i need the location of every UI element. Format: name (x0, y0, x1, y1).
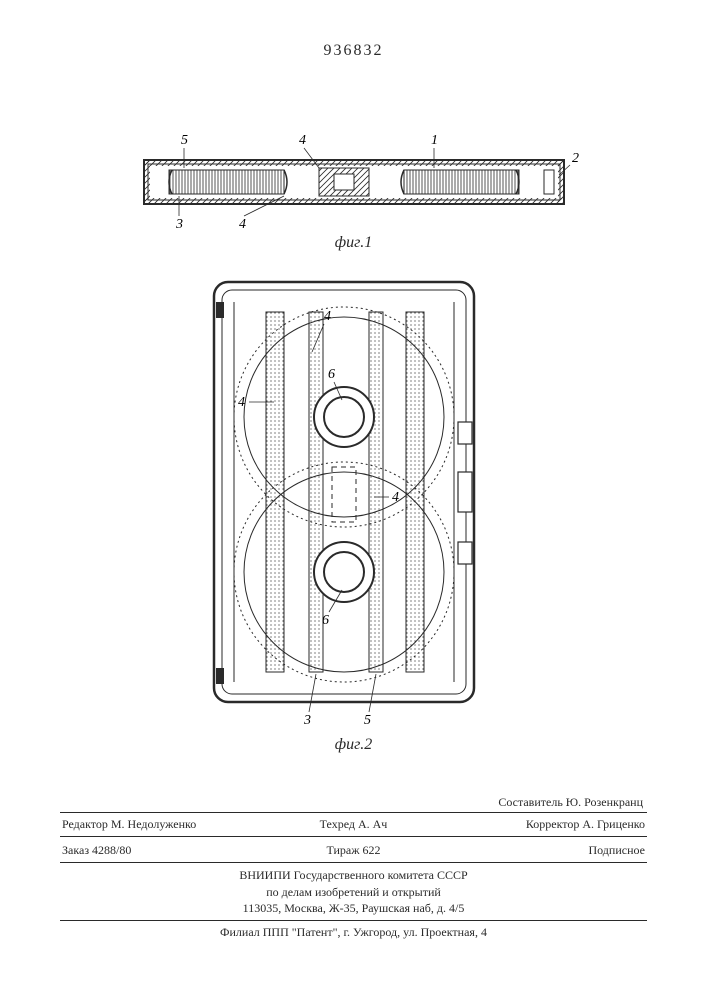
figure-1: 5 4 1 2 3 4 (124, 120, 584, 230)
figure-2-wrapper: 4 4 6 4 6 3 5 фиг.2 (60, 272, 647, 754)
patent-number: 936832 (60, 42, 647, 60)
figure-2: 4 4 6 4 6 3 5 (194, 272, 514, 732)
callout-f2-4a: 4 (324, 309, 331, 324)
organisation-block: ВНИИПИ Государственного комитета СССР по… (60, 863, 647, 921)
callout-f1-2: 2 (572, 151, 579, 166)
callout-f2-5: 5 (364, 713, 371, 728)
techred: Техред А. Ач (268, 817, 439, 832)
callout-f1-3: 3 (175, 217, 183, 230)
figure-2-label: фиг.2 (60, 736, 647, 754)
corrector: Корректор А. Гриценко (439, 817, 645, 832)
callout-f2-3: 3 (303, 713, 311, 728)
org-line-2: по делам изобретений и открытий (60, 884, 647, 900)
callout-f2-4c: 4 (392, 490, 399, 505)
callout-f2-6a: 6 (328, 367, 335, 382)
callout-f1-4b: 4 (239, 217, 246, 230)
order: Заказ 4288/80 (62, 843, 256, 858)
org-address: 113035, Москва, Ж-35, Раушская наб, д. 4… (60, 900, 647, 916)
composer: Составитель Ю. Розенкранц (498, 795, 643, 809)
editor: Редактор М. Недолуженко (62, 817, 268, 832)
callout-f2-4b: 4 (238, 395, 245, 410)
patent-page: 936832 (0, 0, 707, 1000)
callout-f1-5: 5 (181, 133, 188, 148)
credits-row: Редактор М. Недолуженко Техред А. Ач Кор… (60, 812, 647, 837)
publication-row: Заказ 4288/80 Тираж 622 Подписное (60, 839, 647, 863)
branch-line: Филиал ППП "Патент", г. Ужгород, ул. Про… (60, 921, 647, 940)
figure-1-label: фиг.1 (60, 234, 647, 252)
figures-area: 5 4 1 2 3 4 фиг.1 (60, 120, 647, 800)
callout-f2-6b: 6 (322, 613, 329, 628)
callout-f1-4a: 4 (299, 133, 306, 148)
colophon: Составитель Ю. Розенкранц Редактор М. Не… (60, 793, 647, 940)
org-line-1: ВНИИПИ Государственного комитета СССР (60, 867, 647, 883)
callout-f1-1: 1 (431, 133, 438, 148)
subscription: Подписное (451, 843, 645, 858)
circulation: Тираж 622 (256, 843, 450, 858)
